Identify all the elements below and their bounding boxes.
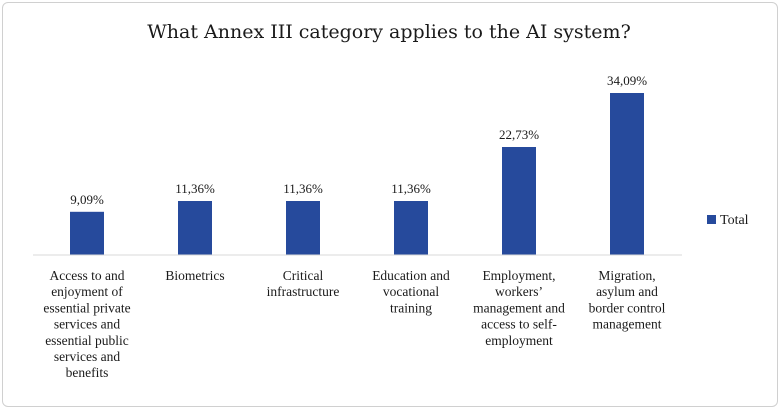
bar <box>502 147 536 255</box>
category-label: Biometrics <box>165 268 224 283</box>
value-label: 11,36% <box>175 181 215 196</box>
category-labels-group: Access to and enjoyment of essential priva… <box>43 268 665 380</box>
value-label: 9,09% <box>70 192 104 207</box>
value-label: 22,73% <box>499 127 539 142</box>
bar <box>70 211 104 255</box>
value-label: 34,09% <box>607 73 647 88</box>
category-label: Critical infrastructure <box>267 268 340 299</box>
legend: Total <box>707 213 749 228</box>
category-label: Education and vocational training <box>372 268 450 315</box>
value-labels-group: 9,09% 11,36% 11,36% 11,36% 22,73% 34,09% <box>70 73 647 207</box>
bar <box>286 201 320 255</box>
value-label: 11,36% <box>391 181 431 196</box>
bar <box>178 201 212 255</box>
bars-group <box>70 93 644 255</box>
value-label: 11,36% <box>283 181 323 196</box>
legend-label: Total <box>720 213 749 228</box>
legend-swatch <box>707 215 716 224</box>
bar <box>394 201 428 255</box>
chart-title: What Annex III category applies to the A… <box>147 21 631 43</box>
bar <box>610 93 644 255</box>
category-label: Employment, workers’ management and access … <box>473 268 565 348</box>
chart-frame <box>2 2 778 407</box>
category-label: Migration, asylum and border control manage… <box>589 268 666 332</box>
category-label: Access to and enjoyment of essential priva… <box>43 268 130 380</box>
